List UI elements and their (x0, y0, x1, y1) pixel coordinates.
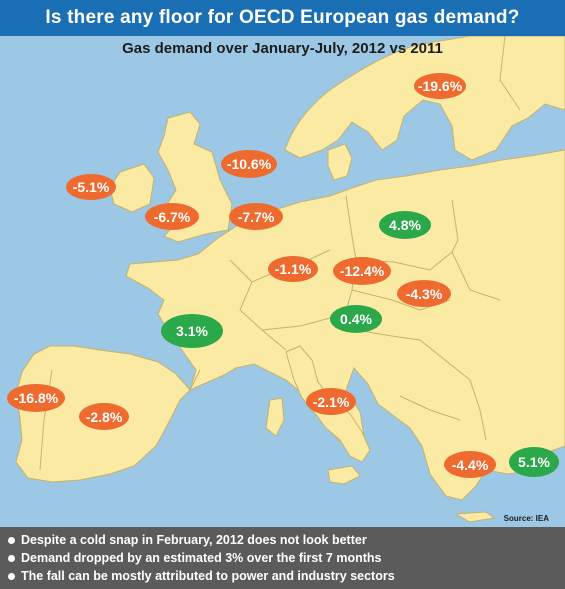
page-title: Is there any floor for OECD European gas… (0, 0, 565, 36)
badge-portugal: -16.8% (7, 384, 65, 412)
border-line (355, 329, 441, 357)
border-line (189, 369, 201, 391)
europe-map (0, 36, 565, 527)
footer-bullet-text: Demand dropped by an estimated 3% over t… (21, 551, 382, 565)
border-line (451, 199, 501, 301)
footer-bullet-item: The fall can be mostly attributed to pow… (8, 567, 565, 585)
bullet-icon (8, 572, 15, 580)
map-subtitle: Gas demand over January-July, 2012 vs 20… (122, 40, 443, 57)
sardinia-landmass (265, 397, 285, 437)
footer-bullet-text: Despite a cold snap in February, 2012 do… (21, 533, 367, 547)
footer-bullet-text: The fall can be mostly attributed to pow… (21, 569, 395, 583)
badge-finland: -19.6% (414, 73, 466, 99)
border-line (229, 259, 287, 351)
badge-ireland: -5.1% (66, 174, 116, 200)
badge-slovakia: -4.3% (397, 280, 451, 307)
bullet-icon (8, 554, 15, 562)
badge-netherlands-gas: -10.6% (221, 150, 277, 178)
footer-bullet-item: Demand dropped by an estimated 3% over t… (8, 549, 565, 567)
denmark-landmass (327, 143, 353, 181)
bullet-icon (8, 536, 15, 544)
badge-france: 3.1% (161, 314, 223, 348)
badge-italy: -2.1% (306, 388, 356, 415)
badge-spain: -2.8% (79, 403, 129, 430)
crete-landmass (454, 511, 496, 523)
badge-belgium: -7.7% (229, 203, 283, 230)
source-note: Source: IEA (503, 514, 549, 523)
badge-czech-republic: -12.4% (333, 257, 391, 285)
badge-greece: -4.4% (444, 451, 496, 478)
border-line (439, 355, 487, 441)
footer-bullet-item: Despite a cold snap in February, 2012 do… (8, 531, 565, 549)
footer-notes: Despite a cold snap in February, 2012 do… (0, 527, 565, 589)
badge-poland: 4.8% (379, 211, 431, 239)
badge-united-kingdom: -6.7% (145, 203, 199, 230)
badge-austria: 0.4% (330, 305, 382, 333)
scandinavia-landmass (284, 36, 565, 161)
badge-turkey: 5.1% (509, 447, 559, 477)
border-line (399, 395, 461, 421)
badge-germany: -1.1% (268, 256, 318, 282)
sicily-landmass (327, 465, 361, 485)
border-line (499, 36, 521, 111)
